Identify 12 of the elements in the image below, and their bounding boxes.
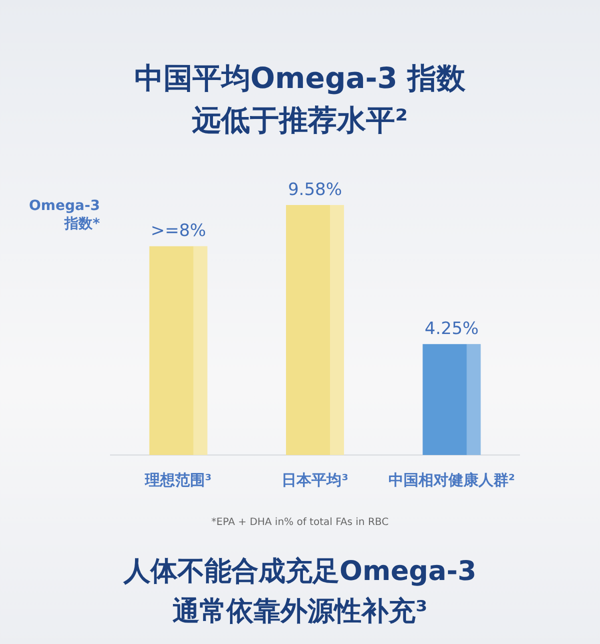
x-tick-label: 中国相对健康人群² [388,471,515,489]
data-label: >=8% [150,221,206,242]
y-axis-title: Omega-3 指数* [28,198,101,232]
data-label: 4.25% [424,319,479,340]
chart-title: 中国平均Omega-3 指数 [134,61,467,95]
text: 通常依靠外源性补充³ [172,596,428,627]
chart-subtitle: 远低于推荐水平² [191,103,408,137]
text: *EPA + DHA in% of total FAs in RBC [211,517,389,528]
x-tick-label: 理想范围³ [144,471,212,489]
x-tick-label: 日本平均³ [282,471,348,489]
text: 人体不能合成充足Omega-3 [122,556,476,587]
data-label: 9.58% [288,180,342,200]
